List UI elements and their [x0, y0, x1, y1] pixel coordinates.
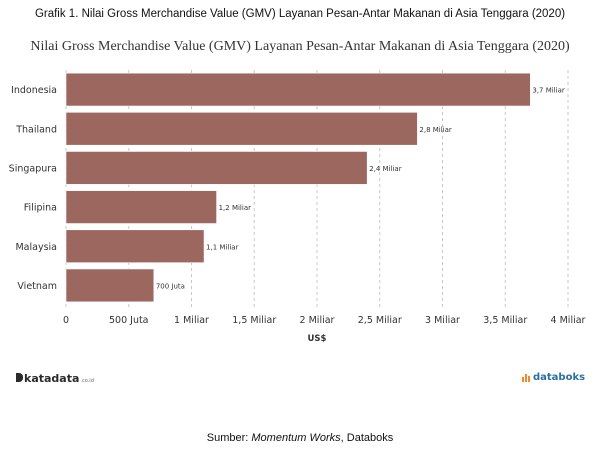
figure-caption: Grafik 1. Nilai Gross Merchandise Value …	[34, 8, 566, 20]
source-note: Sumber: Momentum Works, Databoks	[0, 432, 600, 444]
value-label: 700 Juta	[156, 282, 185, 290]
katadata-mark-icon	[16, 373, 23, 382]
bar	[65, 268, 155, 303]
category-label: Filipina	[24, 203, 57, 214]
x-tick-labels: 0 500 Juta 1 Miliar 1,5 Miliar 2 Miliar 2,5 M…	[63, 315, 586, 326]
category-labels: Indonesia Thailand Singapura Filipina Malays…	[9, 85, 57, 292]
bar	[65, 229, 205, 264]
value-label: 2,8 Miliar	[419, 126, 452, 134]
category-label: Malaysia	[15, 242, 57, 253]
x-tick-label: 2 Miliar	[300, 315, 335, 326]
category-label: Indonesia	[11, 85, 57, 96]
category-label: Singapura	[9, 163, 57, 174]
databoks-logo: databoks	[522, 372, 585, 383]
x-tick-label: 4 Miliar	[551, 315, 586, 326]
x-tick-label: 3 Miliar	[425, 315, 460, 326]
x-tick-label: 500 Juta	[109, 315, 149, 326]
value-label: 1,2 Miliar	[219, 204, 252, 212]
value-labels: 3,7 Miliar 2,8 Miliar 2,4 Miliar 1,2 Miliar…	[156, 87, 565, 291]
x-tick-label: 1 Miliar	[174, 315, 209, 326]
category-label: Vietnam	[17, 281, 57, 292]
x-tick-label: 1,5 Miliar	[232, 315, 276, 326]
source-prefix: Sumber:	[206, 432, 252, 444]
value-label: 3,7 Miliar	[532, 87, 565, 95]
x-tick-label: 3,5 Miliar	[483, 315, 527, 326]
category-label: Thailand	[15, 124, 57, 135]
source-emphasis: Momentum Works	[251, 432, 341, 444]
bars	[65, 72, 531, 303]
databoks-logo-text: databoks	[533, 372, 586, 383]
value-label: 1,1 Miliar	[206, 243, 239, 251]
bar	[65, 112, 418, 146]
katadata-logo: katadata .co.id	[16, 372, 94, 385]
chart-title: Nilai Gross Merchandise Value (GMV) Laya…	[30, 39, 570, 54]
bar	[65, 151, 368, 185]
bar	[65, 190, 217, 224]
databoks-bars-icon	[522, 373, 531, 382]
x-tick-label: 2,5 Miliar	[358, 315, 402, 326]
source-suffix: , Databoks	[340, 432, 394, 444]
value-label: 2,4 Miliar	[369, 165, 402, 173]
bar	[65, 72, 531, 107]
katadata-logo-text: katadata	[24, 372, 80, 385]
grid-lines	[65, 70, 569, 308]
katadata-logo-suffix: .co.id	[80, 378, 94, 384]
x-tick-label: 0	[63, 315, 69, 326]
x-axis-title: US$	[308, 334, 327, 344]
